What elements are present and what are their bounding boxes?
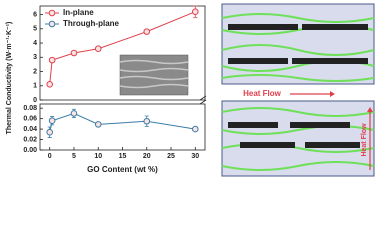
legend-marker	[48, 9, 56, 17]
series-line	[49, 11, 196, 85]
plot-frame	[39, 5, 206, 101]
point	[94, 121, 102, 128]
point	[94, 45, 102, 53]
y-tick-label: 0.00	[23, 147, 37, 154]
point	[46, 81, 54, 88]
y-tick-label: 0.06	[23, 115, 37, 122]
y-axis-title: Thermal Conductivity (W·m⁻¹·K⁻¹)	[6, 22, 13, 135]
heat-flow-label: Heat Flow	[243, 89, 282, 98]
x-tick-label: 0	[48, 153, 52, 160]
y-tick-label: 0.08	[23, 105, 37, 112]
point	[191, 8, 199, 15]
legend-label: Through-plane	[63, 19, 120, 28]
point	[70, 110, 78, 117]
schematic	[221, 3, 375, 177]
y-tick-label: 3	[33, 54, 37, 61]
y-tick-label: 0.02	[23, 136, 37, 143]
heat-flow-label: Heat Flow	[361, 123, 368, 157]
point	[143, 28, 151, 35]
y-tick-label: 2	[33, 68, 37, 75]
y-tick-label: 0.04	[23, 126, 37, 133]
sem-inset	[119, 54, 189, 96]
point	[143, 117, 151, 125]
legend-marker	[48, 20, 56, 28]
point	[70, 49, 78, 57]
x-tick-label: 5	[72, 153, 76, 160]
x-tick-label: 15	[119, 153, 127, 160]
y-tick-label: 0	[33, 97, 37, 104]
series-line	[49, 112, 196, 133]
x-axis-title: GO Content (wt %)	[87, 165, 158, 174]
y-tick-label: 1	[33, 83, 37, 90]
point	[46, 128, 54, 136]
y-tick-label: 4	[33, 40, 37, 47]
x-tick-label: 30	[191, 153, 199, 160]
legend-label: In-plane	[63, 8, 94, 17]
point	[191, 125, 199, 133]
y-tick-label: 5	[33, 26, 37, 33]
x-tick-label: 20	[143, 153, 151, 160]
point	[48, 117, 56, 125]
x-tick-label: 25	[167, 153, 175, 160]
y-tick-label: 6	[33, 11, 37, 18]
figure: Heat Flow Heat Flow 0 1 2 3 4 5 6 Thermal Condu…	[6, 3, 375, 177]
point	[48, 56, 56, 64]
x-tick-label: 10	[94, 153, 102, 160]
